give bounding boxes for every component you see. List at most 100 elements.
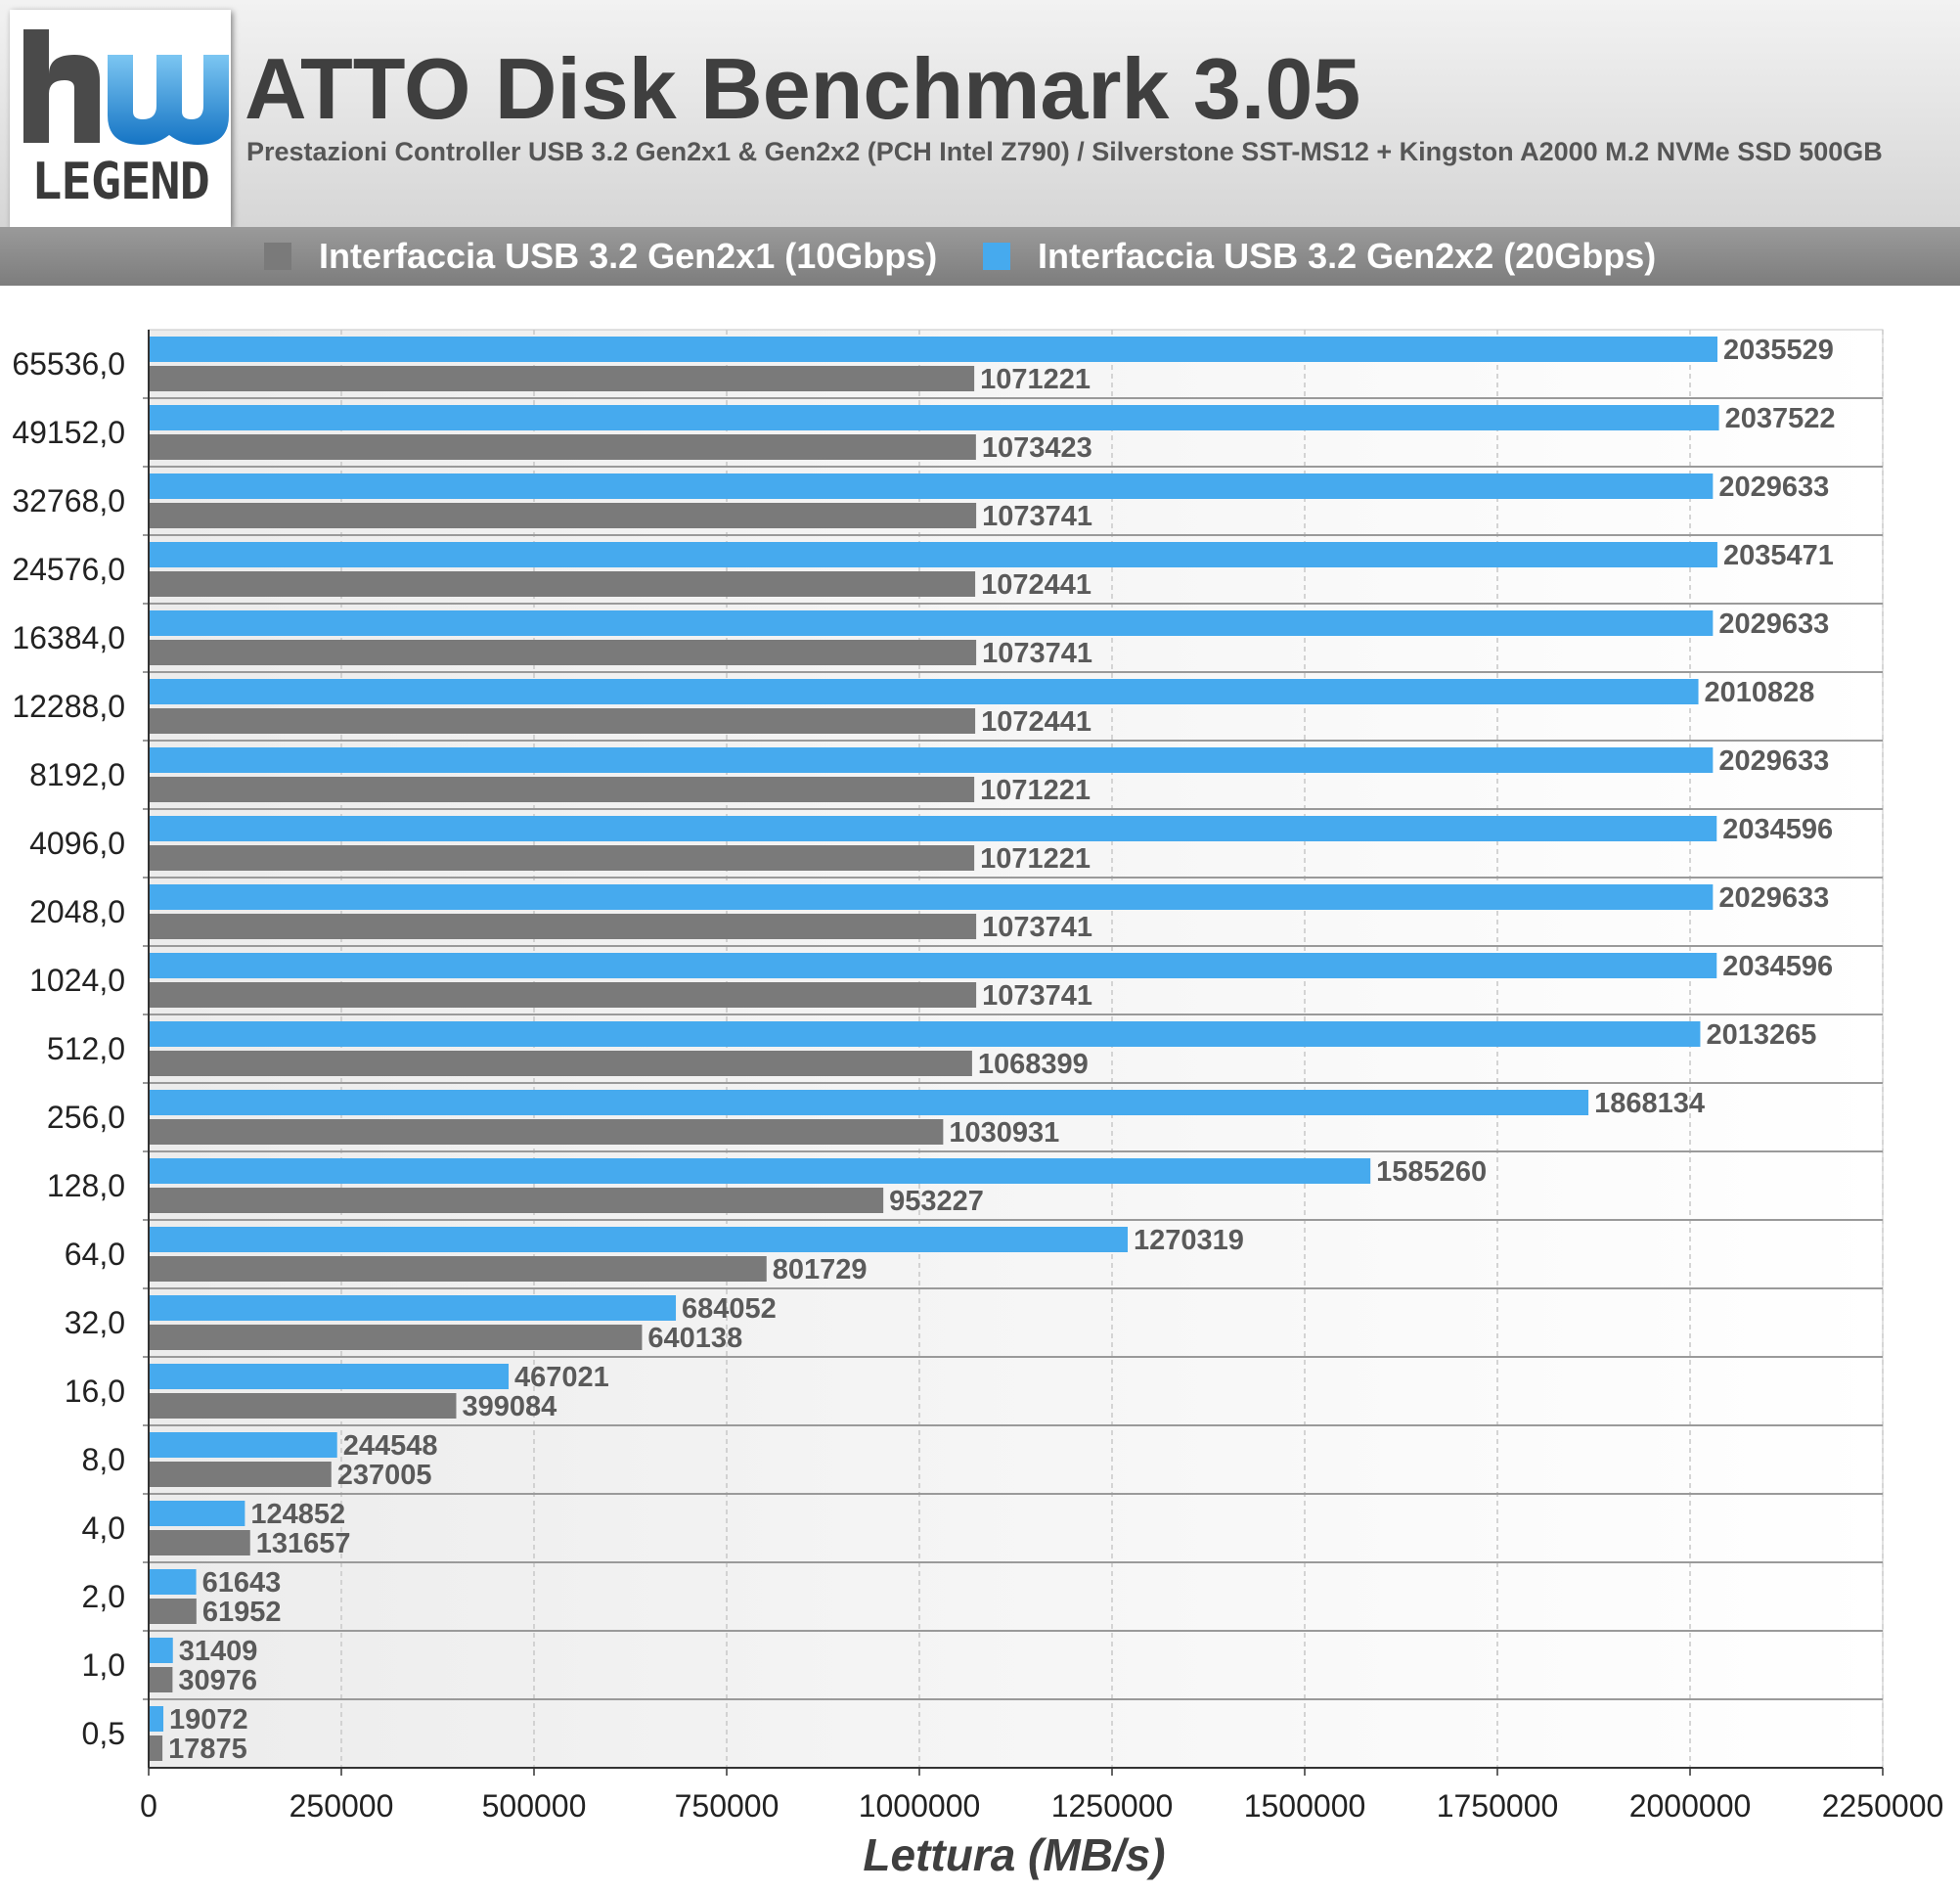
data-label-gen2x2: 684052: [682, 1293, 777, 1325]
bar-gen2x2: [149, 542, 1717, 567]
data-label-gen2x1: 801729: [773, 1254, 868, 1285]
bar-gen2x1: [149, 708, 976, 734]
y-category-label: 8192,0: [29, 757, 125, 792]
bar-gen2x2: [149, 1569, 197, 1595]
data-label-gen2x1: 1072441: [981, 569, 1091, 601]
bar-gen2x2: [149, 679, 1699, 704]
data-label-gen2x2: 2035471: [1723, 540, 1834, 571]
y-category-label: 8,0: [82, 1442, 125, 1477]
bar-gen2x1: [149, 1256, 767, 1282]
data-label-gen2x2: 2029633: [1718, 882, 1829, 914]
bar-gen2x2: [149, 884, 1714, 910]
bar-gen2x1: [149, 1325, 643, 1350]
chart-subtitle: Prestazioni Controller USB 3.2 Gen2x1 & …: [246, 137, 1883, 166]
data-label-gen2x1: 1073741: [982, 912, 1092, 943]
y-category-label: 16384,0: [12, 620, 125, 655]
data-label-gen2x1: 1073741: [982, 980, 1092, 1012]
data-label-gen2x1: 1072441: [981, 706, 1091, 738]
y-category-label: 2,0: [82, 1579, 125, 1614]
bar-gen2x2: [149, 747, 1714, 773]
x-tick-label: 1500000: [1244, 1788, 1366, 1824]
bar-chart: 0 250000 500000 750000 1000000 1250000 1500000…: [12, 329, 1944, 1880]
data-label-gen2x2: 31409: [179, 1636, 258, 1667]
y-category-label: 64,0: [65, 1237, 125, 1272]
bar-gen2x2: [149, 1432, 337, 1458]
y-category-label: 4096,0: [29, 826, 125, 861]
data-label-gen2x2: 124852: [250, 1499, 345, 1530]
bar-gen2x1: [149, 914, 977, 939]
hw-logo-mark: [23, 29, 229, 145]
y-category-label: 65536,0: [12, 346, 125, 382]
y-category-label: 49152,0: [12, 415, 125, 450]
x-tick-label: 1000000: [859, 1788, 981, 1824]
x-tick-label: 750000: [675, 1788, 780, 1824]
data-label-gen2x2: 2010828: [1705, 677, 1815, 708]
bar-gen2x1: [149, 1735, 163, 1761]
bar-gen2x2: [149, 1090, 1589, 1115]
bar-gen2x1: [149, 640, 977, 665]
bar-gen2x2: [149, 816, 1717, 841]
plot-background: [148, 329, 1884, 1769]
x-tick-label: 500000: [482, 1788, 587, 1824]
bar-gen2x2: [149, 1501, 245, 1526]
legend-swatch-gen2x2: [983, 243, 1010, 270]
bar-gen2x1: [149, 366, 975, 391]
legend-label-gen2x1: Interfaccia USB 3.2 Gen2x1 (10Gbps): [319, 236, 938, 276]
data-label-gen2x1: 1030931: [949, 1117, 1059, 1149]
bar-gen2x1: [149, 1599, 197, 1624]
y-category-label: 32768,0: [12, 483, 125, 518]
data-label-gen2x1: 1073741: [982, 638, 1092, 669]
data-label-gen2x2: 61643: [202, 1567, 282, 1599]
data-label-gen2x1: 30976: [178, 1665, 257, 1696]
bar-gen2x1: [149, 982, 977, 1008]
y-category-label: 128,0: [47, 1168, 125, 1203]
bar-gen2x2: [149, 610, 1714, 636]
bar-gen2x1: [149, 845, 975, 871]
chart-title: ATTO Disk Benchmark 3.05: [245, 40, 1361, 137]
y-category-label: 12288,0: [12, 689, 125, 724]
data-label-gen2x1: 1071221: [980, 843, 1091, 875]
data-label-gen2x2: 244548: [343, 1430, 438, 1462]
data-label-gen2x2: 2034596: [1722, 951, 1833, 982]
x-tick-label: 1250000: [1051, 1788, 1174, 1824]
x-tick-label: 250000: [290, 1788, 394, 1824]
y-category-label: 24576,0: [12, 552, 125, 587]
data-label-gen2x1: 237005: [337, 1460, 432, 1491]
data-label-gen2x2: 1270319: [1134, 1225, 1244, 1256]
data-label-gen2x2: 1868134: [1594, 1088, 1705, 1119]
bar-gen2x1: [149, 1119, 944, 1145]
data-label-gen2x2: 19072: [169, 1704, 248, 1735]
data-label-gen2x1: 61952: [202, 1597, 282, 1628]
data-label-gen2x1: 131657: [256, 1528, 351, 1559]
y-category-label: 0,5: [82, 1716, 125, 1751]
chart-header: LEGEND ATTO Disk Benchmark 3.05 Prestazi…: [0, 0, 1960, 229]
bar-gen2x2: [149, 1706, 164, 1732]
hwlegend-logo: LEGEND: [10, 10, 231, 227]
legend-item-gen2x2: Interfaccia USB 3.2 Gen2x2 (20Gbps): [983, 227, 1656, 286]
bar-gen2x1: [149, 1051, 972, 1076]
logo-wordmark: LEGEND: [31, 153, 210, 211]
bar-gen2x1: [149, 1667, 173, 1692]
x-tick-label: 0: [140, 1788, 157, 1824]
data-label-gen2x2: 2034596: [1722, 814, 1833, 845]
data-label-gen2x2: 2037522: [1725, 403, 1836, 434]
bar-gen2x2: [149, 1364, 510, 1389]
data-label-gen2x1: 640138: [647, 1323, 742, 1354]
x-tick-label: 1750000: [1437, 1788, 1559, 1824]
y-category-label: 1,0: [82, 1647, 125, 1683]
data-label-gen2x2: 1585260: [1376, 1156, 1487, 1188]
y-category-label: 1024,0: [29, 963, 125, 998]
y-category-label: 16,0: [65, 1374, 125, 1409]
data-label-gen2x1: 1073423: [982, 432, 1092, 464]
data-label-gen2x2: 2029633: [1718, 745, 1829, 777]
data-label-gen2x1: 1073741: [982, 501, 1092, 532]
y-category-label: 32,0: [65, 1305, 125, 1340]
data-label-gen2x2: 2029633: [1718, 472, 1829, 503]
bar-gen2x1: [149, 434, 976, 460]
y-category-label: 256,0: [47, 1100, 125, 1135]
legend-label-gen2x2: Interfaccia USB 3.2 Gen2x2 (20Gbps): [1038, 236, 1657, 276]
x-tick-label: 2250000: [1822, 1788, 1944, 1824]
bar-gen2x1: [149, 1393, 457, 1419]
bar-gen2x1: [149, 1530, 250, 1555]
legend-item-gen2x1: Interfaccia USB 3.2 Gen2x1 (10Gbps): [264, 227, 937, 286]
